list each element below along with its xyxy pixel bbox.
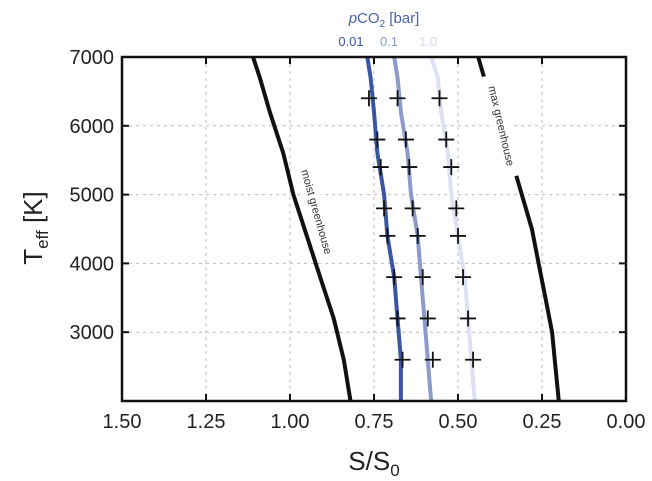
y-tick-label: 3000: [70, 322, 115, 344]
x-tick-label: 1.00: [271, 411, 310, 433]
plus-marker: [431, 90, 448, 107]
legend-title: pCO2 [bar]: [348, 10, 420, 30]
plus-marker: [397, 131, 414, 148]
plus-marker: [419, 310, 436, 327]
y-tick-label: 7000: [70, 47, 115, 69]
plus-marker: [369, 131, 386, 148]
series-line-1-0: [429, 56, 477, 402]
plus-marker: [360, 90, 377, 107]
y-axis-title-unit: [K]: [18, 191, 48, 230]
y-axis-title-sub: eff: [33, 230, 52, 249]
legend-entry: 1.0: [419, 34, 437, 49]
series-layer: [251, 56, 561, 402]
x-tick-label: 0.25: [523, 411, 562, 433]
x-tick-label: 0.75: [355, 411, 394, 433]
plus-marker: [448, 200, 465, 217]
plus-marker: [404, 200, 421, 217]
plus-marker: [389, 90, 406, 107]
plus-marker: [460, 310, 477, 327]
legend-entries: 0.01 0.1 1.0: [338, 34, 437, 49]
x-tick-label: 1.25: [187, 411, 226, 433]
series-line-0-01: [365, 56, 403, 401]
plus-marker: [414, 269, 431, 286]
legend-title-sub: 2: [380, 19, 386, 30]
y-tick-labels: 3000 4000 5000 6000 7000: [70, 47, 115, 344]
legend-entry: 0.01: [338, 34, 363, 49]
plus-marker: [438, 131, 455, 148]
plus-marker: [379, 227, 396, 244]
x-tick-labels: 1.50 1.25 1.00 0.75 0.50 0.25 0.00: [103, 411, 646, 433]
series-line-moist-greenhouse: [251, 56, 353, 402]
marker-layer: [360, 90, 482, 368]
series-line-0-1: [392, 56, 434, 402]
y-axis-title: Teff [K]: [18, 191, 52, 265]
plus-marker: [386, 269, 403, 286]
x-tick-label: 1.50: [103, 411, 142, 433]
plus-marker: [424, 351, 441, 368]
curve-label-gap: [482, 73, 522, 179]
legend: pCO2 [bar] 0.01 0.1 1.0: [338, 10, 437, 49]
legend-title-main: CO: [357, 10, 380, 27]
plus-marker: [376, 200, 393, 217]
plus-marker: [443, 159, 460, 176]
legend-title-prefix: p: [348, 10, 357, 27]
plus-marker: [409, 227, 426, 244]
curve-label-gap: [295, 159, 339, 265]
plus-marker: [401, 159, 418, 176]
x-tick-label: 0.50: [439, 411, 478, 433]
x-axis-title-sub: 0: [390, 461, 399, 480]
plus-marker: [465, 351, 482, 368]
x-tick-label: 0.00: [607, 411, 646, 433]
plus-marker: [455, 269, 472, 286]
y-axis-title-main: T: [18, 249, 48, 265]
plus-marker: [372, 159, 389, 176]
plus-marker: [450, 227, 466, 244]
plus-marker: [389, 310, 406, 327]
x-axis-title: S/S0: [348, 446, 399, 480]
y-tick-label: 6000: [70, 116, 115, 138]
legend-entry: 0.1: [380, 34, 398, 49]
y-tick-label: 5000: [70, 185, 115, 207]
x-axis-title-main: S/S: [348, 446, 390, 476]
legend-title-suffix: [bar]: [385, 10, 419, 27]
plus-marker: [394, 351, 411, 368]
axis-ticks: [121, 56, 627, 401]
y-tick-label: 4000: [70, 253, 115, 275]
